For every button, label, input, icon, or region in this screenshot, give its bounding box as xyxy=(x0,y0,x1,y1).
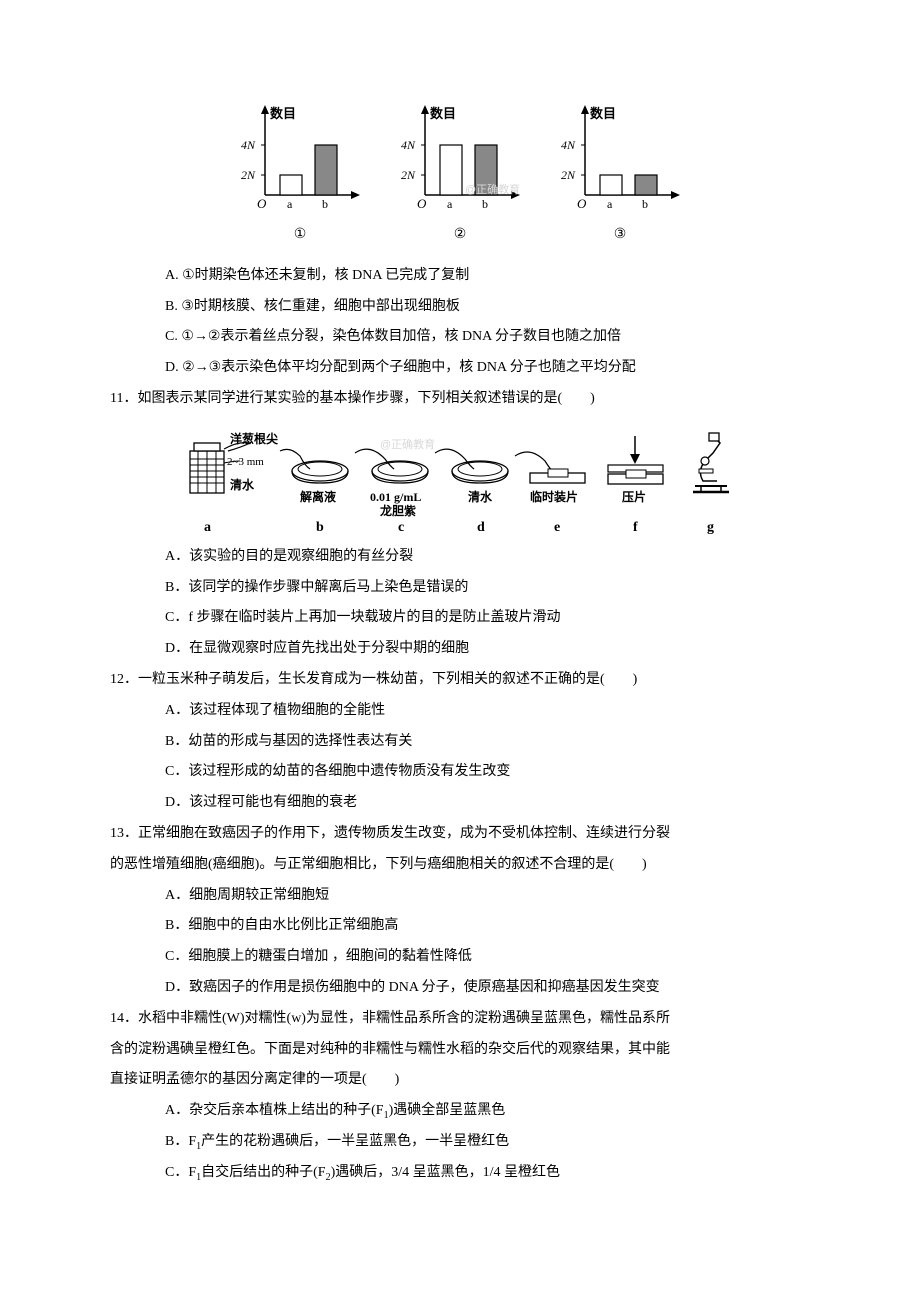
tick-4n: 4N xyxy=(241,138,256,152)
svg-text:c: c xyxy=(398,520,404,535)
q14-c-mid: 自交后结出的种子(F xyxy=(201,1165,325,1180)
svg-text:a: a xyxy=(607,197,613,211)
q14-c-post: )遇碘后，3/4 呈蓝黑色，1/4 呈橙红色 xyxy=(331,1165,560,1180)
q14-a-pre: A．杂交后亲本植株上结出的种子(F xyxy=(165,1103,384,1118)
svg-text:2N: 2N xyxy=(561,168,576,182)
bar-b xyxy=(475,145,497,195)
q13-stem-1: 13．正常细胞在致癌因子的作用下，遗传物质发生改变，成为不受机体控制、连续进行分… xyxy=(110,819,810,850)
q11-stem: 11．如图表示某同学进行某实验的基本操作步骤，下列相关叙述错误的是( ) xyxy=(110,384,810,415)
svg-text:O: O xyxy=(417,196,427,211)
q11-opt-c: C．f 步骤在临时装片上再加一块载玻片的目的是防止盖玻片滑动 xyxy=(110,603,810,634)
q11-opt-b: B．该同学的操作步骤中解离后马上染色是错误的 xyxy=(110,573,810,604)
chart-2-svg: 2N 4N 数目 O a b xyxy=(395,100,525,220)
svg-text:O: O xyxy=(577,196,587,211)
q12-stem: 12．一粒玉米种子萌发后，生长发育成为一株幼苗，下列相关的叙述不正确的是( ) xyxy=(110,665,810,696)
q12-opt-b: B．幼苗的形成与基因的选择性表达有关 xyxy=(110,727,810,758)
svg-text:2~3 mm: 2~3 mm xyxy=(227,456,264,468)
step-d: 清水 xyxy=(435,449,508,504)
chart-3: 2N 4N 数目 O a b ③ xyxy=(555,100,685,251)
q11-opt-d: D．在显微观察时应首先找出处于分裂中期的细胞 xyxy=(110,634,810,665)
step-e: 临时装片 xyxy=(515,452,585,504)
svg-text:b: b xyxy=(482,197,488,211)
q14-b-post: 产生的花粉遇碘后，一半呈蓝黑色，一半呈橙红色 xyxy=(201,1134,509,1149)
svg-text:a: a xyxy=(447,197,453,211)
svg-text:b: b xyxy=(642,197,648,211)
q13-opt-c: C．细胞膜上的糖蛋白增加 ，细胞间的黏着性降低 xyxy=(110,942,810,973)
q10-opt-b: B. ③时期核膜、核仁重建，细胞中部出现细胞板 xyxy=(110,292,810,323)
q12-opt-a: A．该过程体现了植物细胞的全能性 xyxy=(110,696,810,727)
chart-1-tag: ① xyxy=(294,220,307,251)
step-f: 压片 xyxy=(608,436,663,504)
chart-2-tag: ② xyxy=(454,220,467,251)
q14-stem-1: 14．水稻中非糯性(W)对糯性(w)为显性，非糯性品系所含的淀粉遇碘呈蓝黑色，糯… xyxy=(110,1004,810,1035)
tick-2n: 2N xyxy=(241,168,256,182)
svg-text:临时装片: 临时装片 xyxy=(530,489,578,504)
chart-2: @正确教育 2N 4N 数目 O a b ② xyxy=(395,100,525,251)
svg-text:压片: 压片 xyxy=(622,489,646,504)
q14-opt-b: B．F1产生的花粉遇碘后，一半呈蓝黑色，一半呈橙红色 xyxy=(110,1127,810,1158)
q14-c-pre: C．F xyxy=(165,1165,196,1180)
q13-opt-d: D．致癌因子的作用是损伤细胞中的 DNA 分子，使原癌基因和抑癌基因发生突变 xyxy=(110,973,810,1004)
chart-1-svg: 2N 4N 数目 O a b xyxy=(235,100,365,220)
chart-1: 2N 4N 数目 O a b ① xyxy=(235,100,365,251)
svg-text:a: a xyxy=(204,520,211,535)
q10-opt-c: C. ①→②表示着丝点分裂，染色体数目加倍，核 DNA 分子数目也随之加倍 xyxy=(110,322,810,353)
svg-text:解离液: 解离液 xyxy=(300,489,336,504)
x-label-a: a xyxy=(287,197,293,211)
svg-text:洋葱根尖: 洋葱根尖 xyxy=(230,431,278,446)
q14-opt-a: A．杂交后亲本植株上结出的种子(F1)遇碘全部呈蓝黑色 xyxy=(110,1096,810,1127)
y-axis-label: 数目 xyxy=(270,106,296,121)
svg-text:g: g xyxy=(707,520,714,535)
step-b: 解离液 xyxy=(280,449,348,504)
bar-a xyxy=(600,175,622,195)
chart-3-svg: 2N 4N 数目 O a b xyxy=(555,100,685,220)
svg-text:清水: 清水 xyxy=(468,489,493,504)
svg-text:d: d xyxy=(477,520,485,535)
svg-text:0.01 g/mL: 0.01 g/mL xyxy=(370,490,421,504)
q10-opt-a: A. ①时期染色体还未复制，核 DNA 已完成了复制 xyxy=(110,261,810,292)
svg-text:清水: 清水 xyxy=(230,477,255,492)
q14-b-pre: B．F xyxy=(165,1134,196,1149)
step-a: 洋葱根尖 2~3 mm 清水 xyxy=(190,431,278,493)
q13-opt-b: B．细胞中的自由水比例比正常细胞高 xyxy=(110,911,810,942)
q11-diagram-wrap: @正确教育 洋葱根尖 2~3 mm 清水 解离液 xyxy=(110,421,810,536)
svg-text:b: b xyxy=(316,520,324,535)
svg-text:数目: 数目 xyxy=(590,106,616,121)
q11-opt-a: A．该实验的目的是观察细胞的有丝分裂 xyxy=(110,542,810,573)
step-g xyxy=(693,433,729,492)
q14-opt-c: C．F1自交后结出的种子(F2)遇碘后，3/4 呈蓝黑色，1/4 呈橙红色 xyxy=(110,1158,810,1189)
x-label-b: b xyxy=(322,197,328,211)
bar-a xyxy=(280,175,302,195)
q14-stem-3: 直接证明孟德尔的基因分离定律的一项是( ) xyxy=(110,1065,810,1096)
q14-stem-2: 含的淀粉遇碘呈橙红色。下面是对纯种的非糯性与糯性水稻的杂交后代的观察结果，其中能 xyxy=(110,1035,810,1066)
origin-label: O xyxy=(257,196,267,211)
q12-opt-c: C．该过程形成的幼苗的各细胞中遗传物质没有发生改变 xyxy=(110,757,810,788)
q11-diagram-svg: 洋葱根尖 2~3 mm 清水 解离液 0.01 g/mL 龙胆紫 xyxy=(180,421,740,536)
svg-text:4N: 4N xyxy=(561,138,576,152)
svg-text:2N: 2N xyxy=(401,168,416,182)
svg-text:e: e xyxy=(554,520,560,535)
q13-stem-2: 的恶性增殖细胞(癌细胞)。与正常细胞相比，下列与癌细胞相关的叙述不合理的是( ) xyxy=(110,850,810,881)
step-c: 0.01 g/mL 龙胆紫 xyxy=(355,449,428,518)
q13-opt-a: A．细胞周期较正常细胞短 xyxy=(110,881,810,912)
svg-text:数目: 数目 xyxy=(430,106,456,121)
top-charts-row: 2N 4N 数目 O a b ① @正确教育 2N 4N 数目 O a b xyxy=(110,100,810,251)
svg-text:4N: 4N xyxy=(401,138,416,152)
q10-opt-d: D. ②→③表示染色体平均分配到两个子细胞中，核 DNA 分子也随之平均分配 xyxy=(110,353,810,384)
svg-text:f: f xyxy=(633,520,638,535)
bar-b xyxy=(635,175,657,195)
bar-a xyxy=(440,145,462,195)
q12-opt-d: D．该过程可能也有细胞的衰老 xyxy=(110,788,810,819)
svg-text:龙胆紫: 龙胆紫 xyxy=(380,503,416,518)
q14-a-post: )遇碘全部呈蓝黑色 xyxy=(389,1103,506,1118)
chart-3-tag: ③ xyxy=(614,220,627,251)
bar-b xyxy=(315,145,337,195)
